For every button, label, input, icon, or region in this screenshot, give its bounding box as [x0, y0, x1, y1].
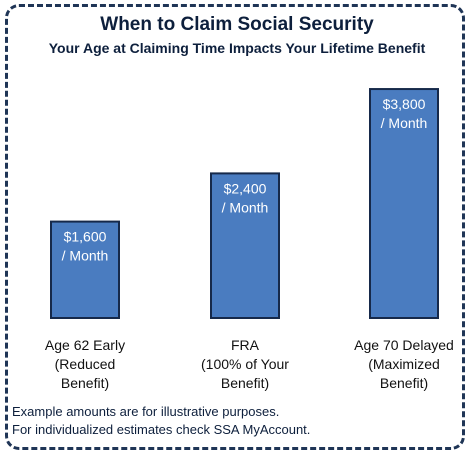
bar-3-value-label-line-1: $3,800	[383, 96, 426, 112]
chart-subtitle: Your Age at Claiming Time Impacts Your L…	[48, 40, 426, 56]
bar-1	[50, 220, 120, 320]
bar-3	[369, 88, 439, 319]
category-3-label-line-2: (Maximized	[368, 356, 440, 372]
bar-2-value-label-line-1: $2,400	[224, 180, 267, 196]
footnote-ssa-myaccount: For individualized estimates check SSA M…	[12, 422, 311, 437]
chart-title: When to Claim Social Security	[100, 14, 374, 35]
bar-3-value-label-line-2: / Month	[381, 115, 428, 131]
bar-1-value-label-line-2: / Month	[62, 248, 109, 264]
category-3-label-line-3: Benefit)	[380, 375, 428, 391]
category-1-label-line-2: (Reduced	[55, 356, 116, 372]
category-3-label-line-1: Age 70 Delayed	[354, 337, 454, 353]
bar-labels-group: $1,600 / Month $2,400 / Month $3,800 / Month	[62, 96, 428, 264]
category-2-label-line-3: Benefit)	[221, 375, 269, 391]
category-labels-group: Age 62 Early (Reduced Benefit) FRA (100% of …	[45, 337, 454, 391]
category-2-label-line-2: (100% of Your	[201, 356, 289, 372]
footnote-illustrative: Example amounts are for illustrative pur…	[12, 404, 280, 419]
category-2-label-line-1: FRA	[231, 337, 260, 353]
bar-2	[210, 172, 280, 319]
bars-group	[50, 88, 439, 320]
bar-1-value-label-line-1: $1,600	[64, 229, 107, 245]
bar-2-value-label-line-2: / Month	[222, 199, 269, 215]
category-1-label-line-1: Age 62 Early	[45, 337, 125, 353]
dashed-frame	[5, 4, 465, 450]
category-1-label-line-3: Benefit)	[61, 375, 109, 391]
